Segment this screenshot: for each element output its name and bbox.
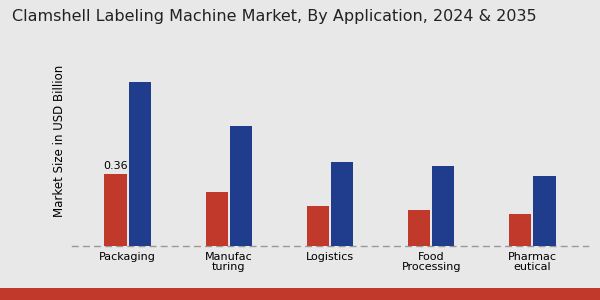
- Bar: [509, 214, 532, 246]
- Bar: [307, 206, 329, 246]
- Text: Clamshell Labeling Machine Market, By Application, 2024 & 2035: Clamshell Labeling Machine Market, By Ap…: [12, 9, 536, 24]
- Y-axis label: Market Size in USD Billion: Market Size in USD Billion: [53, 65, 67, 217]
- Bar: [128, 82, 151, 246]
- Bar: [230, 126, 252, 246]
- Bar: [206, 192, 228, 246]
- Text: 0.36: 0.36: [103, 161, 128, 171]
- Bar: [432, 166, 454, 246]
- Bar: [331, 162, 353, 246]
- Bar: [104, 174, 127, 246]
- Bar: [408, 210, 430, 246]
- Bar: [533, 176, 556, 246]
